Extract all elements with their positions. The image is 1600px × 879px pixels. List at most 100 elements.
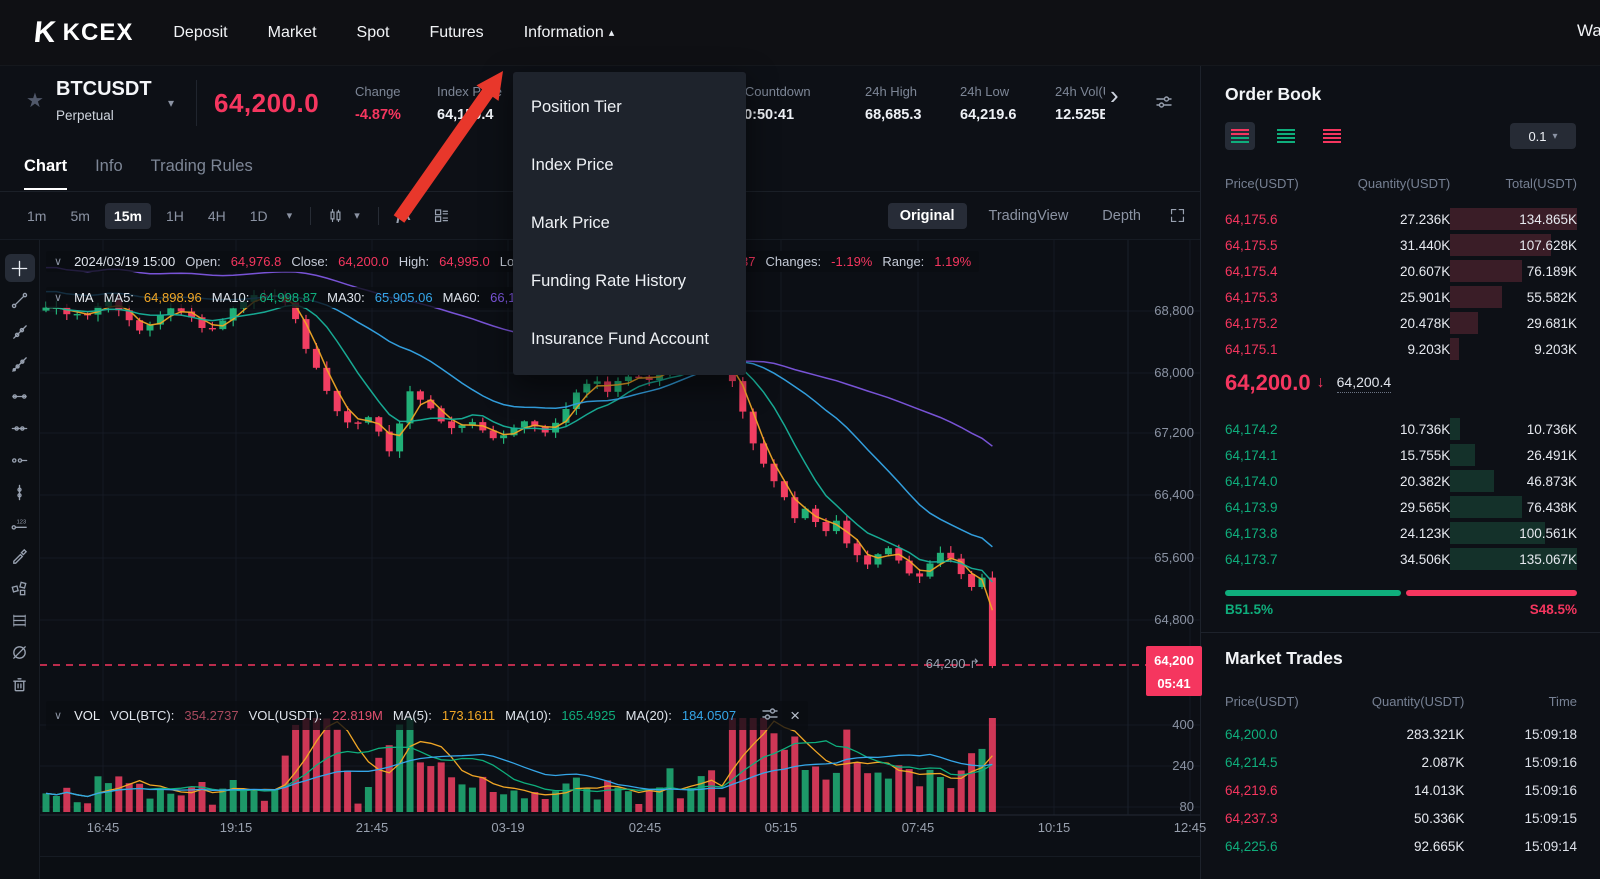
- ob-quantity: 10.736K: [1399, 421, 1451, 437]
- stats-scroll-chevron-icon[interactable]: ›: [1110, 80, 1119, 110]
- order-book-row[interactable]: 64,175.2 20.478K 29.681K: [1225, 310, 1577, 336]
- candle-style-caret-icon[interactable]: ▾: [354, 210, 360, 222]
- chevron-up-icon: ▴: [608, 27, 615, 39]
- symbol-dropdown-caret-icon[interactable]: ▾: [168, 96, 175, 110]
- collapse-caret-icon[interactable]: ∨: [54, 292, 63, 304]
- order-book-title: Order Book: [1225, 84, 1322, 104]
- dropdown-item-insurance-fund-account[interactable]: Insurance Fund Account: [531, 329, 709, 348]
- trade-row: 64,214.5 2.087K 15:09:16: [1225, 748, 1577, 776]
- dropdown-item-mark-price[interactable]: Mark Price: [531, 213, 610, 232]
- nav-item-information[interactable]: Information ▴: [524, 24, 615, 42]
- brush-icon[interactable]: [5, 542, 35, 570]
- favorite-star-icon[interactable]: ★: [26, 90, 44, 112]
- order-book-row[interactable]: 64,173.9 29.565K 76.438K: [1225, 494, 1577, 520]
- trade-price: 64,200.0: [1225, 726, 1278, 742]
- chart-bottom-strip: [40, 856, 1200, 879]
- x-axis-tick: 21:45: [355, 820, 389, 835]
- interval-more-caret-icon[interactable]: ▾: [286, 210, 293, 222]
- precision-select[interactable]: 0.1 ▾: [1510, 123, 1576, 149]
- stat-label: 24h Low: [960, 84, 1010, 99]
- interval-1h[interactable]: 1H: [165, 207, 184, 224]
- shapes-icon[interactable]: [5, 574, 35, 602]
- ray-line-icon[interactable]: [5, 318, 35, 346]
- candle-style-icon[interactable]: [327, 207, 344, 224]
- divider: [377, 206, 379, 225]
- kcex-logo[interactable]: K KCEX: [32, 15, 133, 50]
- order-book-mode-split-icon[interactable]: [1225, 122, 1255, 150]
- order-book-row[interactable]: 64,175.1 9.203K 9.203K: [1225, 336, 1577, 362]
- parallel-lines-icon[interactable]: [5, 414, 35, 442]
- ohlc-segment: Open:: [185, 254, 221, 269]
- trade-quantity: 283.321K: [1406, 726, 1465, 742]
- order-book-row[interactable]: 64,175.4 20.607K 76.189K: [1225, 258, 1577, 284]
- order-book-row[interactable]: 64,175.3 25.901K 55.582K: [1225, 284, 1577, 310]
- collapse-caret-icon[interactable]: ∨: [54, 710, 63, 722]
- order-book-row[interactable]: 64,174.0 20.382K 46.873K: [1225, 468, 1577, 494]
- vertical-line-icon[interactable]: [5, 478, 35, 506]
- indicators-fx-icon[interactable]: ƒx: [394, 207, 412, 224]
- depth-bar: [1450, 208, 1577, 230]
- extended-line-icon[interactable]: [5, 350, 35, 378]
- nav-item-market[interactable]: Market: [267, 23, 317, 41]
- ob-quantity: 9.203K: [1407, 341, 1451, 357]
- volume-close-icon[interactable]: ×: [790, 705, 801, 725]
- ob-price: 64,174.1: [1225, 447, 1278, 463]
- nav-item-spot[interactable]: Spot: [356, 23, 390, 41]
- market-trades-headers: Price(USDT) Quantity(USDT) Time: [1225, 694, 1577, 709]
- layout-grid-icon[interactable]: [433, 207, 450, 224]
- ohlc-segment: Close:: [291, 254, 329, 269]
- stat-value: 12.525B: [1055, 107, 1105, 123]
- order-book-row[interactable]: 64,173.8 24.123K 100.561K: [1225, 520, 1577, 546]
- trade-row: 64,225.6 92.665K 15:09:14: [1225, 832, 1577, 860]
- nav-item-deposit[interactable]: Deposit: [173, 23, 228, 41]
- trend-line-icon[interactable]: [5, 286, 35, 314]
- delete-drawings-icon[interactable]: [5, 670, 35, 698]
- horizontal-ray-icon[interactable]: [5, 446, 35, 474]
- order-book-row[interactable]: 64,175.5 31.440K 107.628K: [1225, 232, 1577, 258]
- order-book-mode-asks-icon[interactable]: [1317, 122, 1347, 150]
- interval-5m[interactable]: 5m: [70, 207, 90, 224]
- dropdown-item-position-tier[interactable]: Position Tier: [531, 97, 622, 116]
- ob-price: 64,175.5: [1225, 237, 1278, 253]
- interval-1m[interactable]: 1m: [27, 207, 47, 224]
- collapse-caret-icon[interactable]: ∨: [54, 256, 63, 268]
- view-tradingview[interactable]: TradingView: [988, 207, 1069, 224]
- interval-4h[interactable]: 4H: [207, 207, 226, 224]
- current-price-axis-tag: 64,200 05:41: [1146, 646, 1202, 696]
- ticker-settings-sliders-icon[interactable]: [1154, 92, 1174, 117]
- ob-quantity: 20.607K: [1399, 263, 1451, 279]
- order-book-row[interactable]: 64,174.2 10.736K 10.736K: [1225, 416, 1577, 442]
- view-depth[interactable]: Depth: [1102, 207, 1141, 224]
- price-label-icon[interactable]: 123: [5, 510, 35, 538]
- dropdown-item-index-price[interactable]: Index Price: [531, 155, 614, 174]
- nav-wallet-partial[interactable]: Wa: [1577, 21, 1600, 40]
- dropdown-item-funding-rate-history[interactable]: Funding Rate History: [531, 271, 686, 290]
- interval-15m[interactable]: 15m: [104, 202, 151, 229]
- volume-settings-sliders-icon[interactable]: [760, 704, 780, 727]
- tab-trading-rules[interactable]: Trading Rules: [150, 157, 253, 175]
- nav-item-futures[interactable]: Futures: [429, 23, 484, 41]
- crosshair-icon[interactable]: [4, 254, 35, 282]
- hide-drawings-icon[interactable]: [5, 638, 35, 666]
- kcex-logo-icon: K: [32, 15, 59, 49]
- order-book-row[interactable]: 64,175.6 27.236K 134.865K: [1225, 206, 1577, 232]
- view-original[interactable]: Original: [887, 202, 967, 229]
- depth-bar: [1450, 444, 1476, 466]
- interval-1d[interactable]: 1D: [249, 207, 268, 224]
- information-label: Information: [523, 23, 604, 41]
- ob-quantity: 20.478K: [1399, 315, 1451, 331]
- order-book-mode-bids-icon[interactable]: [1271, 122, 1301, 150]
- order-book-row[interactable]: 64,173.7 34.506K 135.067K: [1225, 546, 1577, 572]
- buy-ratio-bar: [1225, 590, 1402, 596]
- symbol-name[interactable]: BTCUSDT: [56, 78, 152, 100]
- parallel-channel-icon[interactable]: [5, 606, 35, 634]
- ohlc-segment: 2024/03/19 15:00: [74, 254, 176, 269]
- information-dropdown: Position Tier Index Price Mark Price Fundin…: [513, 72, 746, 375]
- vol-segment: MA(20):: [625, 708, 672, 723]
- order-book-row[interactable]: 64,174.1 15.755K 26.491K: [1225, 442, 1577, 468]
- tab-info[interactable]: Info: [95, 157, 123, 175]
- fullscreen-expand-icon[interactable]: [1169, 207, 1186, 224]
- tab-chart[interactable]: Chart: [24, 157, 68, 190]
- horizontal-segment-icon[interactable]: [5, 382, 35, 410]
